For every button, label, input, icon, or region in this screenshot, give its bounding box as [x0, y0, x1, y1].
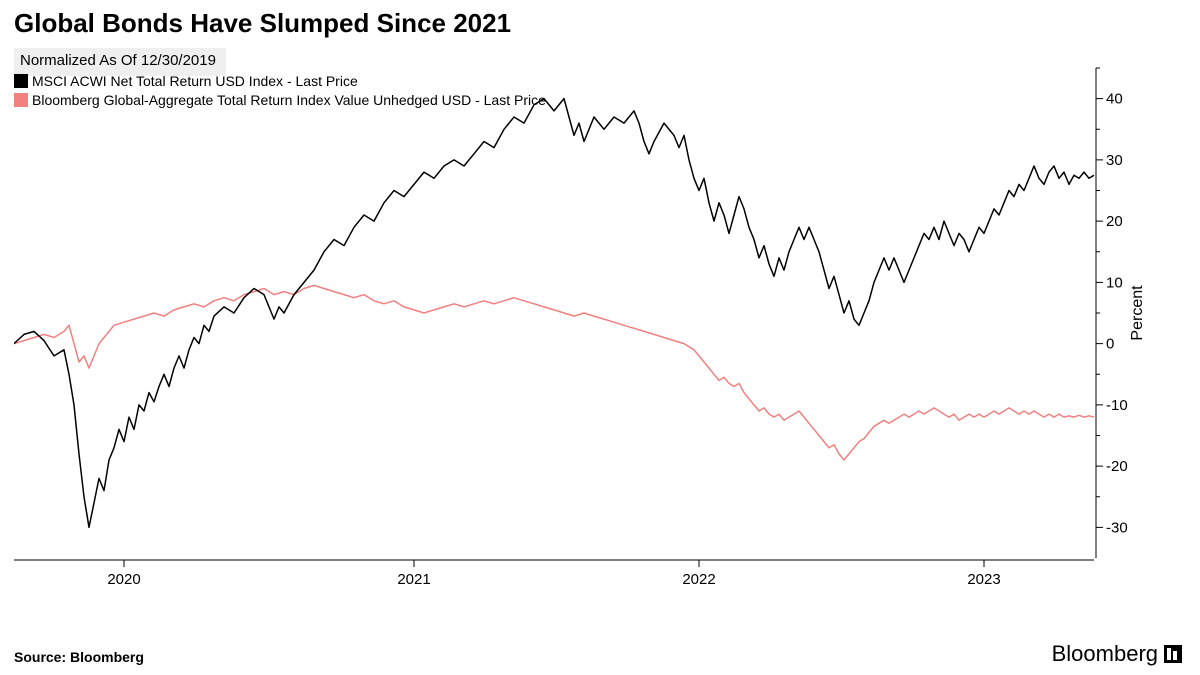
series-line-1 [14, 285, 1094, 460]
chart-title: Global Bonds Have Slumped Since 2021 [14, 8, 511, 39]
x-axis: 2020 2021 2022 2023 [14, 560, 1094, 588]
source-text: Source: Bloomberg [14, 649, 144, 665]
svg-text:-10: -10 [1106, 397, 1128, 414]
y-axis: -30 -20 -10 0 10 20 30 40 [1096, 68, 1128, 558]
chart-svg: -30 -20 -10 0 10 20 30 40 2020 2021 2022 2023 Perc… [14, 58, 1146, 598]
svg-text:40: 40 [1106, 91, 1123, 108]
plot-group [14, 99, 1094, 528]
svg-text:2023: 2023 [967, 571, 1000, 588]
y-axis-label: Percent [1129, 285, 1146, 341]
svg-text:-30: -30 [1106, 519, 1128, 536]
svg-text:0: 0 [1106, 336, 1114, 353]
svg-text:2022: 2022 [682, 571, 715, 588]
chart-area: -30 -20 -10 0 10 20 30 40 2020 2021 2022 2023 Perc… [14, 58, 1146, 598]
brand-text: Bloomberg [1052, 641, 1158, 667]
brand-mark-icon [1164, 645, 1182, 663]
svg-text:30: 30 [1106, 152, 1123, 169]
svg-text:2020: 2020 [107, 571, 140, 588]
svg-text:-20: -20 [1106, 458, 1128, 475]
svg-text:2021: 2021 [397, 571, 430, 588]
svg-text:10: 10 [1106, 274, 1123, 291]
svg-text:20: 20 [1106, 213, 1123, 230]
series-line-0 [14, 99, 1094, 528]
brand-logo: Bloomberg [1052, 641, 1182, 667]
